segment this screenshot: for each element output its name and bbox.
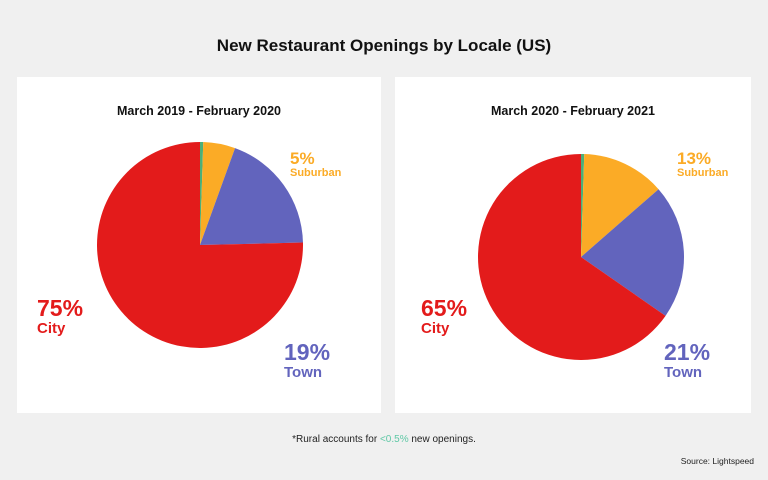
pie-chart-2019 [97, 142, 303, 348]
pie-slice-rural [200, 142, 204, 245]
chart-title: New Restaurant Openings by Locale (US) [216, 36, 552, 55]
footnote-suffix: new openings. [408, 434, 476, 445]
pie-slice-suburban [200, 142, 236, 245]
label-suburban-2019: 5% Suburban [290, 149, 342, 179]
label-suburban-2020: 13% Suburban [677, 149, 729, 179]
chart-panel-2019: March 2019 - February 2020 5% Suburban 7… [17, 77, 381, 413]
label-city-2020: 65% City [421, 295, 468, 337]
pie-slice-suburban [581, 154, 659, 257]
footnote-highlight: <0.5% [379, 434, 409, 445]
pie-slice-town [200, 148, 303, 245]
footnote-prefix: *Rural accounts for [292, 434, 380, 445]
pie-slice-city [478, 154, 666, 360]
chart-panel-2020: March 2020 - February 2021 13% Suburban … [395, 77, 751, 413]
panel-title-2020: March 2020 - February 2021 [491, 104, 655, 118]
source-credit: Source: Lightspeed [680, 456, 754, 466]
pie-slice-city [97, 142, 303, 348]
pie-chart-2020 [478, 154, 684, 360]
label-town-2020: 21% Town [664, 339, 711, 381]
footnote: *Rural accounts for <0.5% new openings. [0, 434, 768, 445]
pie-slice-rural [581, 154, 585, 257]
label-town-2019: 19% Town [284, 339, 331, 381]
panel-title-2019: March 2019 - February 2020 [117, 104, 281, 118]
pie-slice-town [581, 189, 684, 316]
label-city-2019: 75% City [37, 295, 84, 337]
